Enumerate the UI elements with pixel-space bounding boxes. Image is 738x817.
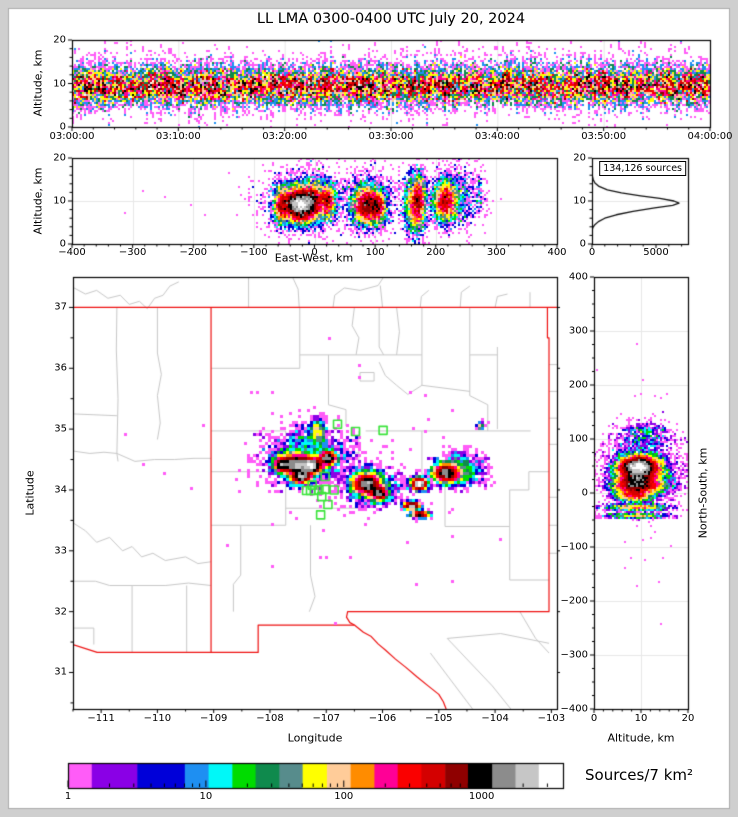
- map-xtick-label: −108: [256, 713, 284, 724]
- eastwest-xtick-label: −400: [58, 247, 86, 258]
- histogram-xtick-label: 5000: [643, 247, 669, 258]
- histogram-ytick-label: 10: [573, 195, 586, 207]
- map-xtick-label: −111: [87, 713, 115, 724]
- time-ytick-label: 20: [53, 34, 66, 46]
- northsouth-xtick-label: 0: [590, 713, 598, 724]
- northsouth-panel-ylabel: North-South, km: [696, 447, 710, 539]
- time-xtick-label: 03:10:00: [155, 131, 201, 142]
- eastwest-panel-ylabel: Altitude, km: [31, 167, 45, 235]
- northsouth-ytick-label: −100: [560, 541, 588, 553]
- eastwest-xtick-label: 0: [311, 247, 318, 258]
- map-xtick-label: −106: [368, 713, 397, 724]
- map-xtick-label: −107: [312, 713, 340, 724]
- map-xtick-label: −109: [199, 713, 228, 724]
- map-xtick-label: −103: [537, 713, 566, 724]
- map-ytick-label: 33: [54, 545, 67, 557]
- eastwest-xtick-label: −100: [240, 247, 268, 258]
- time-panel-ylabel: Altitude, km: [31, 49, 45, 117]
- time-xtick-label: 04:00:00: [687, 131, 733, 142]
- map-xtick-label: −105: [425, 713, 453, 724]
- colorbar-tick-label: 1000: [468, 791, 495, 802]
- eastwest-xtick-label: 300: [486, 247, 506, 258]
- time-ytick-label: 0: [59, 121, 66, 133]
- histogram-xtick-label: 0: [588, 247, 596, 258]
- time-xtick-label: 03:30:00: [368, 131, 414, 142]
- eastwest-ytick-label: 10: [53, 195, 66, 207]
- northsouth-ytick-label: 0: [581, 487, 588, 499]
- eastwest-ytick-label: 0: [59, 238, 66, 250]
- map-ytick-label: 34: [54, 484, 67, 496]
- time-xtick-label: 03:50:00: [581, 131, 627, 142]
- colorbar-tick-label: 10: [199, 791, 213, 802]
- map-panel-xlabel: Longitude: [287, 731, 343, 745]
- northsouth-ytick-label: −400: [560, 703, 588, 715]
- map-ytick-label: 31: [54, 666, 67, 678]
- map-panel-ylabel: Latitude: [23, 470, 37, 516]
- map-ytick-label: 32: [54, 606, 67, 618]
- time-xtick-label: 03:20:00: [262, 131, 308, 142]
- northsouth-ytick-label: 300: [568, 325, 588, 337]
- colorbar-label: Sources/7 km²: [585, 766, 694, 784]
- source-count-annotation: 134,126 sources: [599, 161, 686, 176]
- map-ytick-label: 35: [54, 423, 67, 435]
- northsouth-ytick-label: 100: [568, 433, 588, 445]
- eastwest-panel-xlabel: East-West, km: [274, 251, 354, 265]
- eastwest-xtick-label: 400: [547, 247, 567, 258]
- eastwest-xtick-label: 100: [365, 247, 385, 258]
- eastwest-xtick-label: −300: [118, 247, 147, 258]
- northsouth-ytick-label: 400: [568, 271, 588, 283]
- map-xtick-label: −104: [481, 713, 509, 724]
- time-xtick-label: 03:40:00: [474, 131, 520, 142]
- map-ytick-label: 36: [54, 362, 67, 374]
- histogram-ytick-label: 0: [579, 238, 586, 250]
- map-ytick-label: 37: [54, 301, 67, 313]
- page-title: LL LMA 0300-0400 UTC July 20, 2024: [256, 11, 526, 27]
- northsouth-panel-xlabel: Altitude, km: [607, 731, 675, 745]
- map-xtick-label: −110: [143, 713, 172, 724]
- time-ytick-label: 10: [53, 78, 66, 89]
- colorbar-tick-label: 100: [334, 791, 354, 802]
- time-xtick-label: 03:00:00: [49, 131, 95, 142]
- eastwest-xtick-label: 200: [426, 247, 446, 258]
- histogram-ytick-label: 20: [573, 152, 586, 164]
- northsouth-ytick-label: −300: [560, 649, 588, 661]
- northsouth-xtick-label: 20: [681, 713, 695, 724]
- northsouth-ytick-label: 200: [568, 379, 588, 391]
- eastwest-xtick-label: −200: [179, 247, 207, 258]
- northsouth-ytick-label: −200: [560, 595, 588, 607]
- colorbar-tick-label: 1: [64, 791, 72, 802]
- northsouth-xtick-label: 10: [634, 713, 648, 724]
- eastwest-ytick-label: 20: [53, 152, 66, 164]
